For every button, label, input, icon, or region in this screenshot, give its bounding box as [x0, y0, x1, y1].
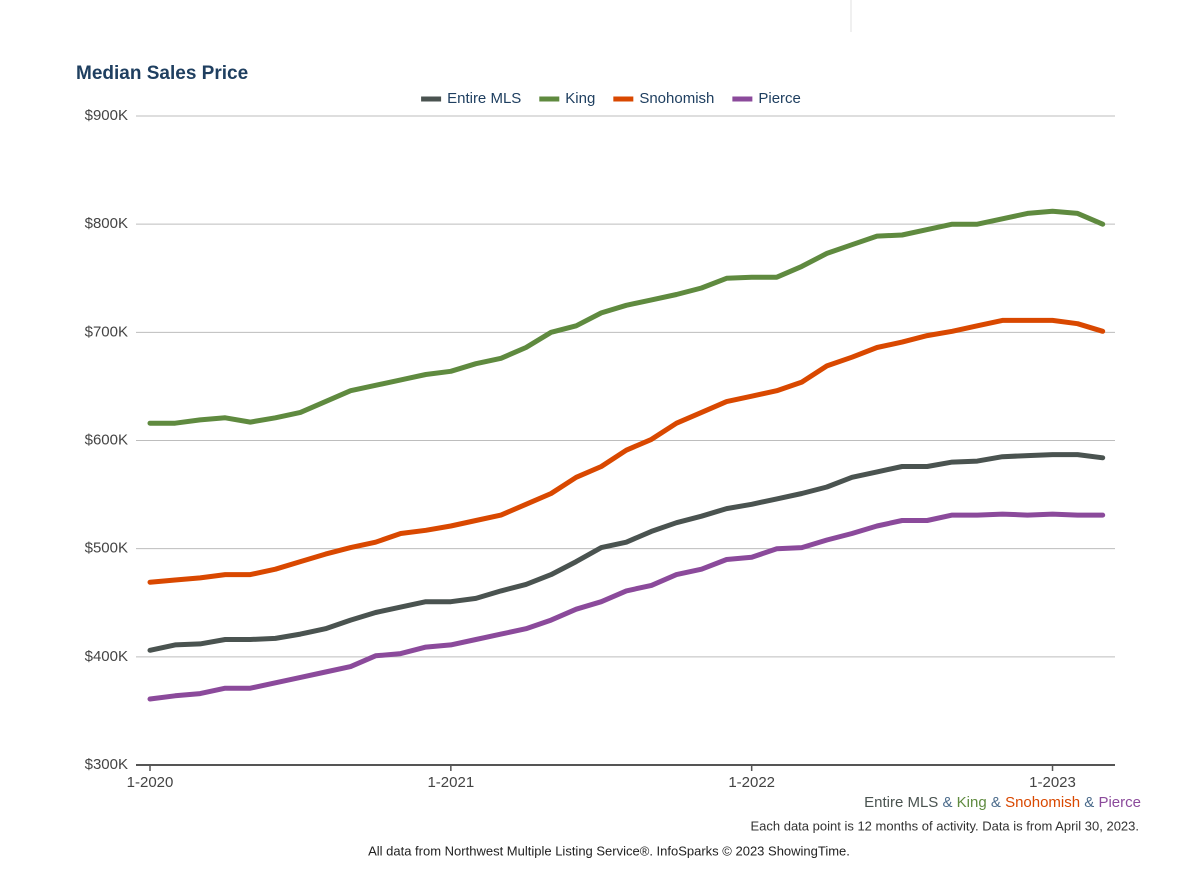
note: Each data point is 12 months of activity…: [750, 818, 1139, 833]
y-tick-label: $600K: [85, 431, 128, 448]
chart-title: Median Sales Price: [76, 63, 248, 84]
series-line: [147, 452, 1106, 653]
series-line: [147, 511, 1106, 702]
y-tick-label: $900K: [85, 107, 128, 124]
series-line: [147, 317, 1106, 585]
x-tick-label: 1-2020: [127, 774, 174, 791]
legend-item: Entire MLS: [421, 90, 521, 107]
caption-joiner: &: [942, 794, 952, 811]
y-tick-label: $700K: [85, 323, 128, 340]
legend-label: King: [565, 90, 595, 107]
y-tick-label: $500K: [85, 540, 128, 557]
x-tick-label: 1-2021: [427, 774, 474, 791]
y-tick-label: $400K: [85, 648, 128, 665]
legend: Entire MLS King Snohomish Pierce: [421, 90, 801, 107]
caption-name: Entire MLS: [864, 794, 938, 811]
caption-joiner: &: [991, 794, 1001, 811]
y-tick-label: $300K: [85, 756, 128, 773]
caption-name: Snohomish: [1005, 794, 1080, 811]
legend-item: King: [539, 90, 595, 107]
x-tick-label: 1-2022: [728, 774, 775, 791]
legend-label: Snohomish: [639, 90, 714, 107]
series-caption: Entire MLS & King & Snohomish & Pierce: [864, 794, 1141, 811]
series-line: [147, 208, 1106, 426]
legend-label: Entire MLS: [447, 90, 521, 107]
caption-name: Pierce: [1098, 794, 1141, 811]
legend-item: Snohomish: [613, 90, 714, 107]
x-tick-label: 1-2023: [1029, 774, 1076, 791]
legend-label: Pierce: [758, 90, 801, 107]
note: All data from Northwest Multiple Listing…: [368, 843, 850, 858]
caption-name: King: [957, 794, 987, 811]
caption-joiner: &: [1084, 794, 1094, 811]
legend-item: Pierce: [732, 90, 801, 107]
y-tick-label: $800K: [85, 215, 128, 232]
